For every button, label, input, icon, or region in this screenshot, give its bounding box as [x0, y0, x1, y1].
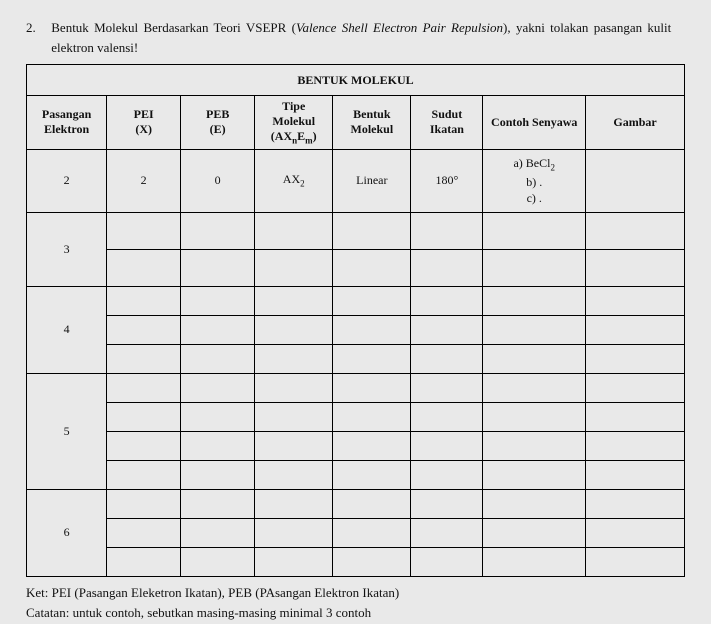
footer-line-1: Ket: PEI (Pasangan Eleketron Ikatan), PE… [26, 583, 685, 604]
question-line: 2. Bentuk Molekul Berdasarkan Teori VSEP… [26, 18, 685, 58]
col-bentuk-molekul: Bentuk Molekul [333, 96, 411, 149]
col-tipe-molekul: Tipe Molekul (AXnEm) [255, 96, 333, 149]
table-row: 2 2 0 AX2 Linear 180° a) BeCl2 b) . c) . [27, 149, 685, 212]
table-row [27, 344, 685, 373]
q-italic: Valence Shell Electron Pair Repulsion [296, 20, 503, 35]
table-title-row: BENTUK MOLEKUL [27, 65, 685, 96]
table-header-row: Pasangan Elektron PEI (X) PEB (E) Tipe M… [27, 96, 685, 149]
footer: Ket: PEI (Pasangan Eleketron Ikatan), PE… [26, 583, 685, 624]
col-pasangan-elektron: Pasangan Elektron [27, 96, 107, 149]
table-row: 5 [27, 373, 685, 402]
cell-pe-5: 5 [27, 373, 107, 489]
cell-pe-4: 4 [27, 286, 107, 373]
question-number: 2. [26, 18, 48, 38]
cell-pei-2: 2 [107, 149, 181, 212]
molecule-table: BENTUK MOLEKUL Pasangan Elektron PEI (X)… [26, 64, 685, 576]
page: { "question": { "number": "2.", "text_pr… [0, 0, 711, 598]
cell-contoh-2: a) BeCl2 b) . c) . [483, 149, 586, 212]
col-peb: PEB (E) [181, 96, 255, 149]
table-row: 6 [27, 489, 685, 518]
col-gambar: Gambar [586, 96, 685, 149]
footer-line-2: Catatan: untuk contoh, sebutkan masing-m… [26, 603, 685, 624]
q-pre: Bentuk Molekul Berdasarkan Teori VSEPR ( [51, 20, 296, 35]
table-row [27, 402, 685, 431]
cell-bentuk-linear: Linear [333, 149, 411, 212]
table-row [27, 518, 685, 547]
table-row [27, 547, 685, 576]
question-text: Bentuk Molekul Berdasarkan Teori VSEPR (… [51, 18, 671, 58]
table-title: BENTUK MOLEKUL [27, 65, 685, 96]
table-row [27, 431, 685, 460]
cell-peb-0: 0 [181, 149, 255, 212]
col-contoh-senyawa: Contoh Senyawa [483, 96, 586, 149]
col-sudut-ikatan: Sudut Ikatan [411, 96, 483, 149]
cell-pe-2: 2 [27, 149, 107, 212]
table-row: 4 [27, 286, 685, 315]
table-row [27, 249, 685, 286]
cell-tipe-ax2: AX2 [255, 149, 333, 212]
table-row [27, 315, 685, 344]
cell-sudut-180: 180° [411, 149, 483, 212]
table-row [27, 460, 685, 489]
cell-pe-6: 6 [27, 489, 107, 576]
table-row: 3 [27, 212, 685, 249]
cell-gambar-2 [586, 149, 685, 212]
cell-pe-3: 3 [27, 212, 107, 286]
col-pei: PEI (X) [107, 96, 181, 149]
